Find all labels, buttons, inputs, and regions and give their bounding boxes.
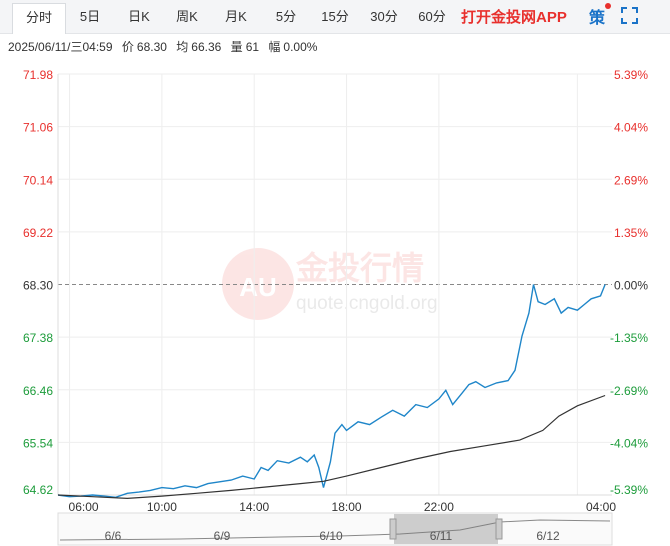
y-tick-price-label: 65.54	[23, 436, 53, 450]
y-tick-pct-label: 1.35%	[614, 226, 648, 240]
tab-monthly-k[interactable]: 月K	[225, 9, 247, 24]
y-tick-pct-label: 2.69%	[614, 173, 648, 187]
quote-datetime: 2025/06/11/三04:59	[8, 40, 113, 54]
navigator-series-line	[59, 519, 611, 541]
y-tick-price-label: 71.98	[23, 68, 53, 82]
y-tick-price-label: 71.06	[23, 121, 53, 135]
intraday-chart[interactable]: AU 金投行情 quote.cngold.org 71.98 5.39% 71.06…	[0, 58, 670, 546]
strategy-label: 策	[589, 10, 606, 27]
change-value: 0.00%	[283, 40, 318, 54]
watermark-logo-text: AU	[239, 272, 277, 302]
watermark: AU 金投行情 quote.cngold.org	[222, 248, 438, 320]
volume-value: 61	[245, 40, 260, 54]
x-tick-label: 18:00	[332, 500, 362, 514]
navigator-handle-right[interactable]	[495, 518, 503, 540]
y-tick-pct-label: 4.04%	[614, 121, 648, 135]
y-tick-pct-label: -2.69%	[610, 384, 648, 398]
y-tick-price-label: 68.30	[23, 279, 53, 293]
y-tick-price-label: 66.46	[23, 384, 53, 398]
notification-dot	[605, 3, 612, 9]
open-app-link[interactable]: 打开金投网APP	[461, 9, 567, 26]
navigator-date-label: 6/12	[536, 529, 560, 543]
quote-info-bar: 2025/06/11/三04:59 价 68.30 均 66.36 量 61 幅 0.0…	[8, 38, 323, 55]
y-tick-price-label: 70.14	[23, 173, 53, 187]
navigator-date-label: 6/10	[319, 529, 343, 543]
tab-weekly-k[interactable]: 周K	[176, 9, 198, 24]
y-tick-price-label: 67.38	[23, 331, 53, 345]
navigator-date-label: 6/11	[430, 529, 453, 543]
price-label: 价	[121, 40, 134, 54]
y-tick-pct-label: 0.00%	[614, 279, 648, 293]
y-tick-pct-label: 5.39%	[614, 68, 648, 82]
watermark-title: 金投行情	[295, 249, 424, 287]
tab-30-min[interactable]: 30分	[370, 9, 398, 24]
navigator-handle-left[interactable]	[389, 518, 397, 540]
x-tick-label: 14:00	[239, 500, 269, 514]
watermark-url: quote.cngold.org	[296, 293, 438, 314]
strategy-button[interactable]: 策	[589, 3, 612, 28]
y-tick-price-label: 69.22	[23, 226, 53, 240]
tab-5-day[interactable]: 5日	[79, 9, 101, 24]
navigator-selection[interactable]	[394, 514, 498, 544]
navigator-date-label: 6/9	[214, 529, 231, 543]
tab-intraday[interactable]: 分时	[12, 3, 66, 34]
x-tick-label: 10:00	[147, 500, 177, 514]
y-tick-pct-label: -1.35%	[610, 331, 648, 345]
avg-label: 均	[176, 40, 189, 54]
change-label: 幅	[268, 40, 281, 54]
price-value: 68.30	[136, 40, 167, 54]
avg-value: 66.36	[191, 40, 222, 54]
period-tab-bar: 分时 5日 日K 周K 月K 5分 15分 30分 60分 打开金投网APP 策	[0, 0, 670, 34]
x-tick-label: 22:00	[424, 500, 454, 514]
y-tick-price-label: 64.62	[23, 483, 53, 497]
tab-daily-k[interactable]: 日K	[128, 9, 150, 24]
tab-60-min[interactable]: 60分	[418, 9, 446, 24]
x-tick-label: 04:00	[586, 500, 616, 514]
fullscreen-icon[interactable]	[621, 7, 638, 24]
navigator-date-label: 6/6	[105, 529, 122, 543]
tab-15-min[interactable]: 15分	[321, 9, 349, 24]
x-tick-label: 06:00	[69, 500, 99, 514]
price-series-line	[57, 284, 606, 499]
average-price-line	[57, 394, 606, 500]
y-tick-pct-label: -5.39%	[610, 483, 648, 497]
y-tick-pct-label: -4.04%	[610, 436, 648, 450]
tab-5-min[interactable]: 5分	[275, 9, 297, 24]
volume-label: 量	[230, 40, 243, 54]
